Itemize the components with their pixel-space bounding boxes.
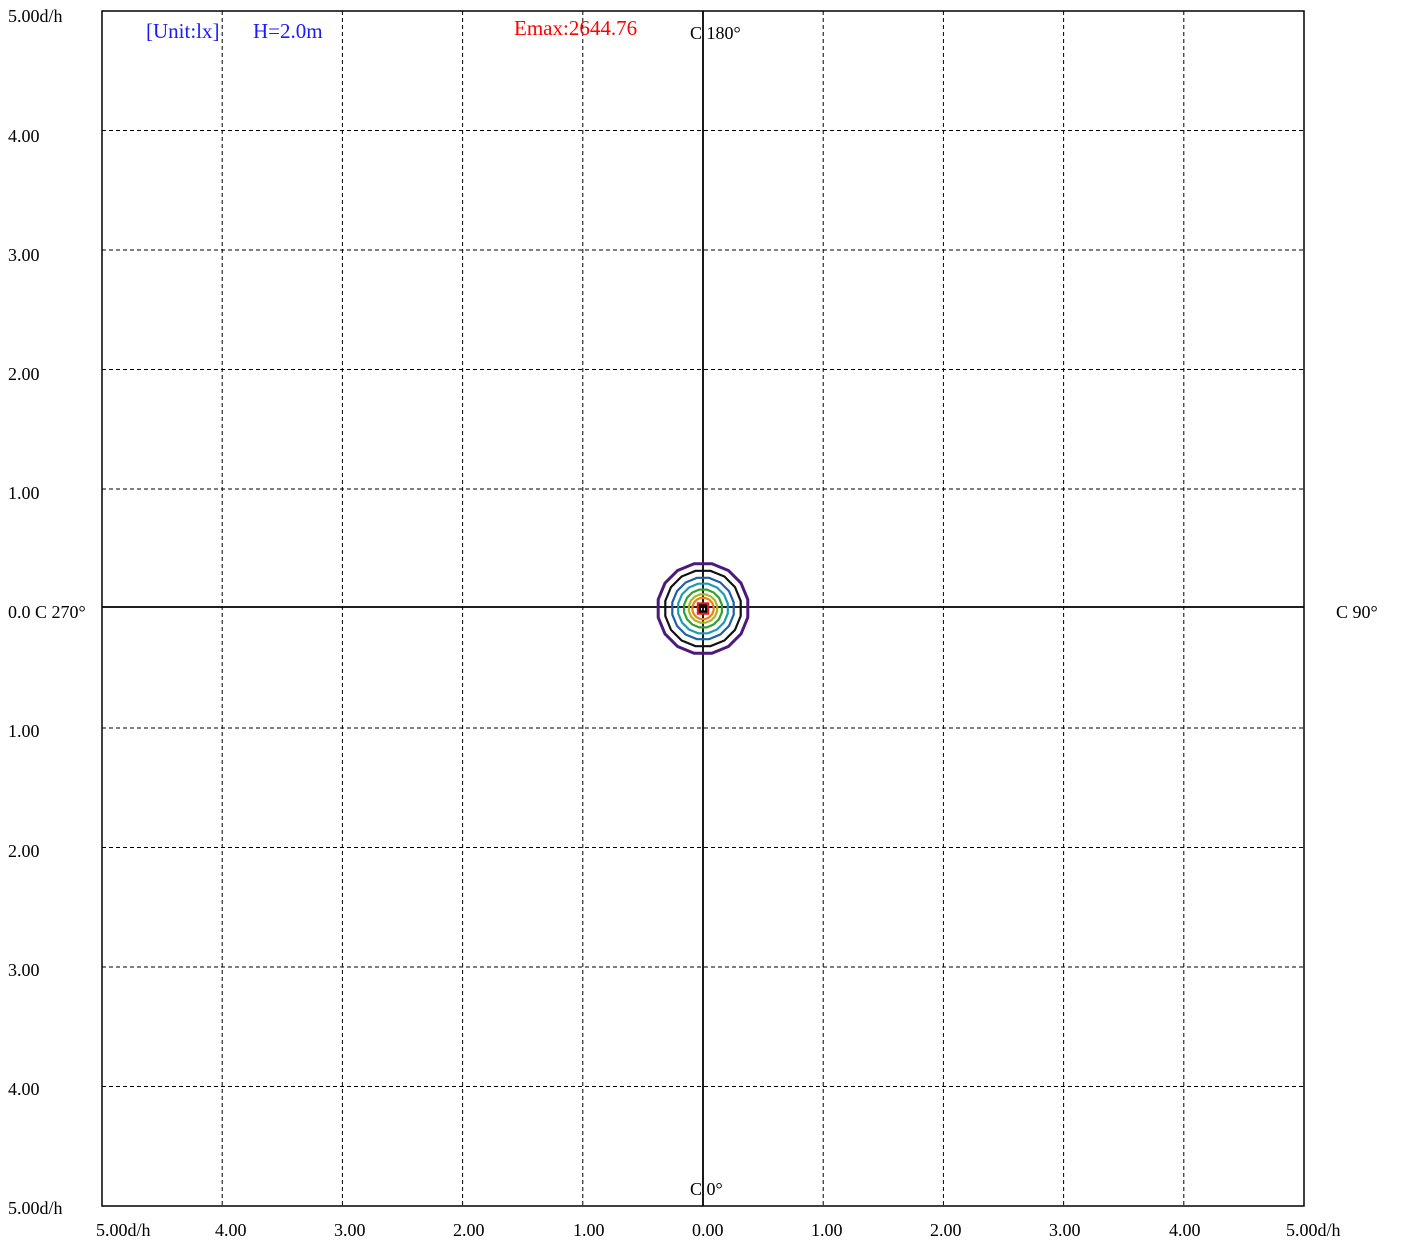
x-tick-label: 2.00 [930, 1220, 962, 1240]
x-tick-label: 5.00d/h [96, 1220, 151, 1240]
c270-label: 0.0 C 270° [8, 602, 86, 622]
x-tick-label: 3.00 [1049, 1220, 1081, 1240]
y-tick-label: 1.00 [8, 721, 40, 741]
c90-label: C 90° [1336, 602, 1378, 622]
c0-label: C 0° [690, 1179, 723, 1199]
y-tick-label: 4.00 [8, 1079, 40, 1099]
y-tick-label: 4.00 [8, 126, 40, 146]
x-tick-label: 1.00 [573, 1220, 605, 1240]
grid-lines [102, 11, 1304, 1206]
x-tick-label: 5.00d/h [1286, 1220, 1341, 1240]
isolux-contour [682, 588, 724, 629]
isolux-contour [664, 569, 742, 648]
y-tick-label: 2.00 [8, 364, 40, 384]
x-tick-label: 2.00 [453, 1220, 485, 1240]
y-tick-label: 5.00d/h [8, 6, 63, 26]
x-tick-label: 4.00 [1169, 1220, 1201, 1240]
isolux-contour [671, 576, 735, 641]
y-tick-label: 3.00 [8, 960, 40, 980]
y-tick-label: 5.00d/h [8, 1198, 63, 1218]
isolux-contour [696, 602, 710, 615]
isolux-contour [656, 562, 750, 655]
c180-label: C 180° [690, 23, 741, 43]
y-tick-label: 1.00 [8, 483, 40, 503]
isolux-contour [677, 582, 729, 635]
x-tick-label: 4.00 [215, 1220, 247, 1240]
emax-label: Emax:2644.76 [514, 16, 638, 40]
y-tick-label: 2.00 [8, 841, 40, 861]
isolux-contour [698, 604, 708, 613]
isolux-contour [687, 593, 719, 624]
y-tick-label: 3.00 [8, 245, 40, 265]
x-tick-label: 1.00 [811, 1220, 843, 1240]
isolux-contour [691, 596, 715, 621]
height-label: H=2.0m [253, 19, 323, 43]
x-tick-label: 0.00 [692, 1220, 724, 1240]
x-tick-label: 3.00 [334, 1220, 366, 1240]
unit-label: [Unit:lx] [146, 19, 220, 43]
isolux-contours [656, 562, 750, 655]
